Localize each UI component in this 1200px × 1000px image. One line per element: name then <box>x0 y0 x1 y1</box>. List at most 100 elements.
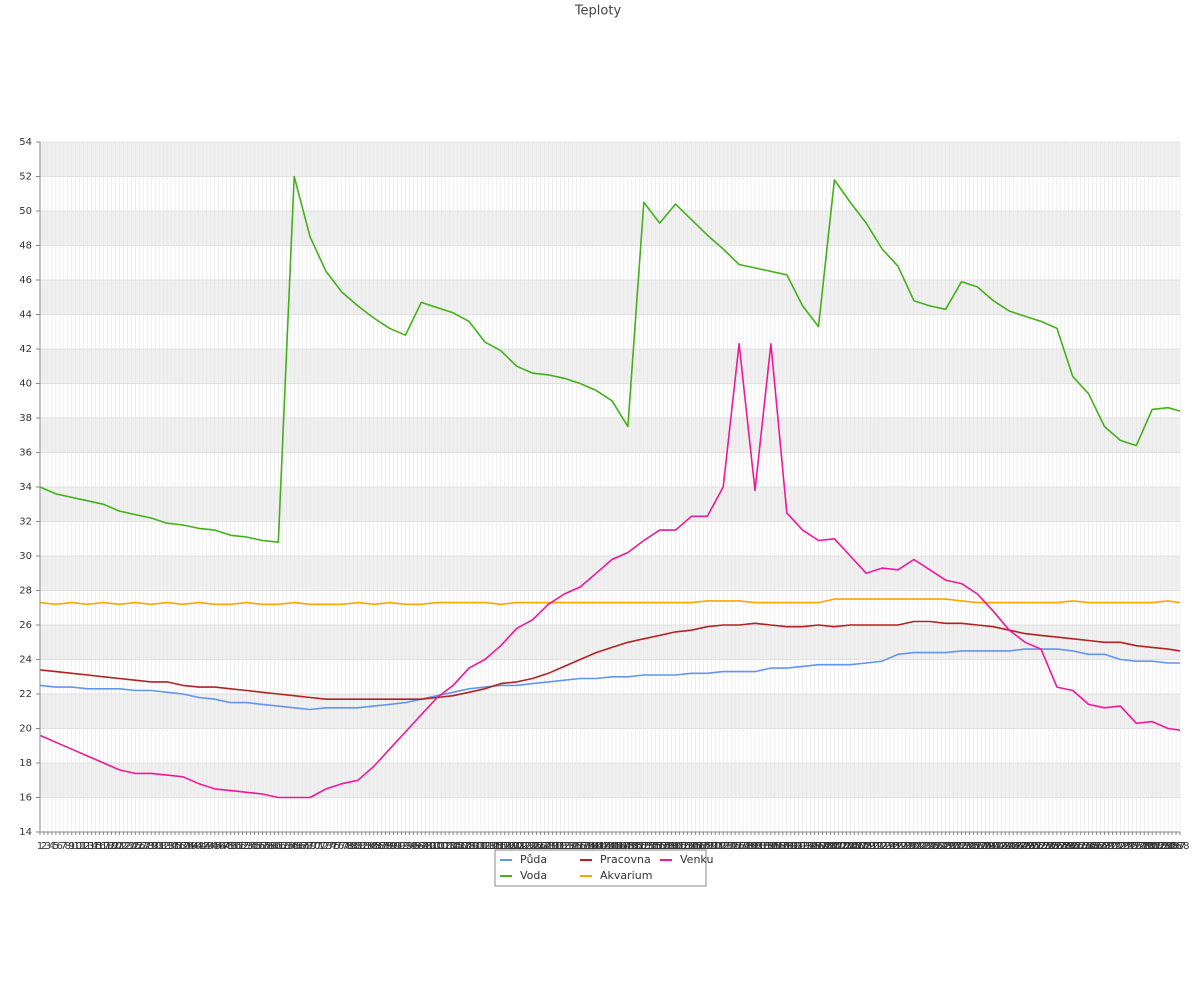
x-tick-label: 196 <box>805 841 824 852</box>
x-tick-label: 72 <box>316 841 329 852</box>
x-tick-label: 226 <box>924 841 943 852</box>
y-tick-label: 54 <box>19 137 32 148</box>
x-tick-label: 170 <box>702 841 721 852</box>
plot-band <box>40 625 1180 660</box>
x-tick-label: 222 <box>908 841 927 852</box>
x-tick-label: 229 <box>936 841 955 852</box>
x-tick-label: 210 <box>861 841 880 852</box>
x-tick-label: 132 <box>551 841 570 852</box>
x-tick-label: 104 <box>440 841 459 852</box>
y-tick-label: 32 <box>19 517 32 528</box>
x-tick-label: 89 <box>383 841 396 852</box>
x-tick-label: 230 <box>940 841 959 852</box>
x-tick-label: 157 <box>650 841 669 852</box>
x-tick-label: 220 <box>900 841 919 852</box>
series-line <box>39 648 1180 711</box>
y-tick-label: 30 <box>19 551 32 562</box>
x-tick-label: 238 <box>972 841 991 852</box>
x-tick-label: 273 <box>1111 841 1130 852</box>
x-tick-label: 174 <box>718 841 737 852</box>
x-tick-label: 205 <box>841 841 860 852</box>
x-tick-label: 265 <box>1079 841 1098 852</box>
x-tick-label: 4 <box>49 841 55 852</box>
x-tick-label: 126 <box>527 841 546 852</box>
x-tick-label: 19 <box>105 841 118 852</box>
x-tick-label: 56 <box>252 841 265 852</box>
x-tick-label: 149 <box>618 841 637 852</box>
x-tick-label: 241 <box>984 841 1003 852</box>
x-tick-label: 30 <box>149 841 162 852</box>
x-tick-label: 34 <box>165 841 178 852</box>
x-tick-label: 24 <box>125 841 138 852</box>
legend: Půda Voda Pracovna Akvarium Venku <box>500 853 713 882</box>
x-tick-label: 148 <box>614 841 633 852</box>
x-tick-label: 86 <box>371 841 384 852</box>
x-tick-label: 9 <box>69 841 75 852</box>
x-tick-label: 2 <box>41 841 47 852</box>
x-tick-label: 142 <box>591 841 610 852</box>
x-tick-label: 128 <box>535 841 554 852</box>
x-tick-label: 98 <box>419 841 432 852</box>
x-tick-label: 286 <box>1163 841 1182 852</box>
x-tick-label: 51 <box>232 841 245 852</box>
x-tick-label: 137 <box>571 841 590 852</box>
x-tick-label: 133 <box>555 841 574 852</box>
x-tick-label: 158 <box>654 841 673 852</box>
x-tick-label: 41 <box>193 841 206 852</box>
plot-band <box>40 211 1180 246</box>
x-tick-label: 113 <box>475 841 494 852</box>
x-tick-label: 47 <box>216 841 229 852</box>
y-tick-label: 20 <box>19 724 32 735</box>
x-tick-label: 121 <box>507 841 526 852</box>
x-tick-label: 240 <box>980 841 999 852</box>
x-tick-label: 245 <box>1000 841 1019 852</box>
x-tick-label: 25 <box>129 841 142 852</box>
x-tick-label: 28 <box>141 841 154 852</box>
x-tick-label: 99 <box>423 841 436 852</box>
x-tick-label: 65 <box>288 841 301 852</box>
x-tick-label: 145 <box>602 841 621 852</box>
x-tick-label: 93 <box>399 841 412 852</box>
x-tick-label: 81 <box>351 841 364 852</box>
x-tick-label: 259 <box>1055 841 1074 852</box>
x-tick-label: 139 <box>579 841 598 852</box>
x-tick-label: 199 <box>817 841 836 852</box>
x-tick-label: 236 <box>964 841 983 852</box>
x-tick-label: 153 <box>634 841 653 852</box>
x-tick-label: 20 <box>109 841 122 852</box>
x-tick-label: 179 <box>737 841 756 852</box>
x-tick-label: 251 <box>1023 841 1042 852</box>
x-tick-label: 269 <box>1095 841 1114 852</box>
x-tick-label: 103 <box>436 841 455 852</box>
x-tick-label: 67 <box>296 841 309 852</box>
x-tick-label: 21 <box>113 841 126 852</box>
x-tick-label: 284 <box>1155 841 1174 852</box>
x-tick-label: 46 <box>212 841 225 852</box>
x-tick-label: 146 <box>606 841 625 852</box>
x-tick-label: 192 <box>789 841 808 852</box>
x-tick-label: 62 <box>276 841 289 852</box>
x-tick-label: 165 <box>682 841 701 852</box>
legend-label: Venku <box>680 853 713 866</box>
x-tick-label: 182 <box>749 841 768 852</box>
x-tick-label: 225 <box>920 841 939 852</box>
x-tick-label: 80 <box>347 841 360 852</box>
x-tick-label: 249 <box>1016 841 1035 852</box>
x-tick-label: 203 <box>833 841 852 852</box>
x-tick-label: 188 <box>773 841 792 852</box>
x-tick-label: 177 <box>730 841 749 852</box>
y-tick-label: 46 <box>19 275 32 286</box>
x-tick-label: 277 <box>1127 841 1146 852</box>
chart-title: Teploty <box>574 4 622 19</box>
x-tick-label: 75 <box>328 841 341 852</box>
x-tick-label: 10 <box>69 841 82 852</box>
x-tick-label: 39 <box>185 841 198 852</box>
x-tick-label: 122 <box>511 841 530 852</box>
x-tick-label: 246 <box>1004 841 1023 852</box>
x-tick-label: 151 <box>626 841 645 852</box>
x-tick-label: 267 <box>1087 841 1106 852</box>
x-tick-label: 162 <box>670 841 689 852</box>
legend-label: Akvarium <box>600 869 652 882</box>
x-tick-label: 52 <box>236 841 249 852</box>
legend-label: Voda <box>520 869 547 882</box>
